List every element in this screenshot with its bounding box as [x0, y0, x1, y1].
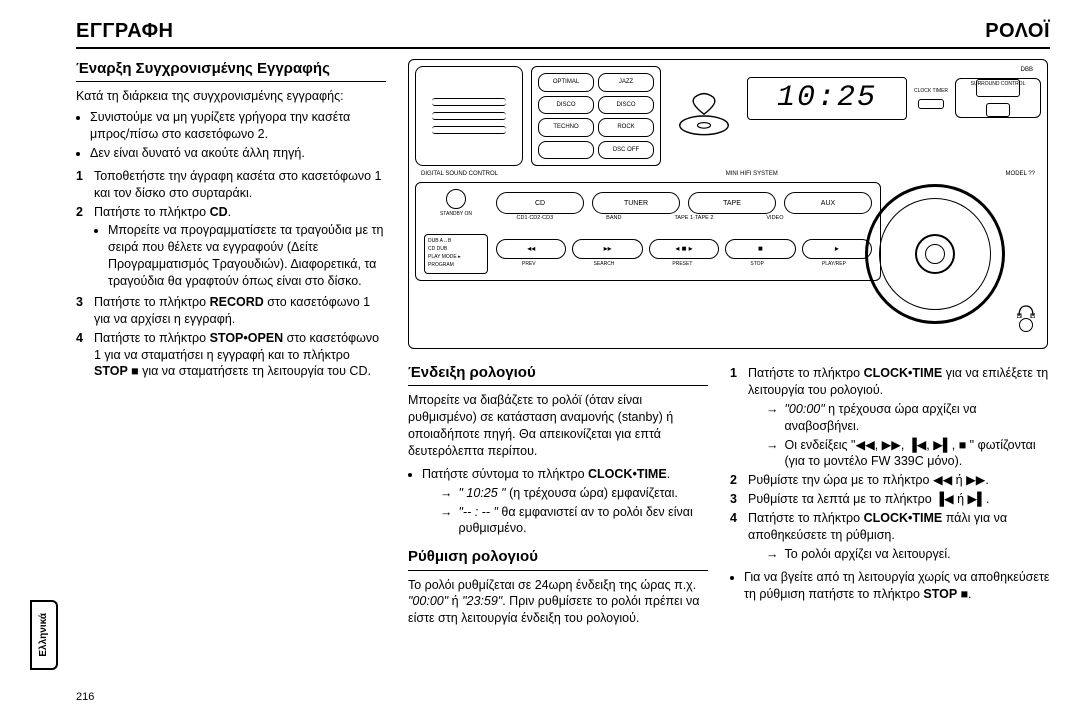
clock-timer-label: CLOCK TIMER: [911, 88, 951, 109]
c1-s2: 2 Πατήστε το πλήκτρο CD. Μπορείτε να προ…: [76, 204, 386, 292]
src-tape[interactable]: TAPE: [688, 192, 776, 214]
device-illustration: OPTIMAL JAZZ DISCO DISCO TECHNO ROCK DSC…: [408, 59, 1048, 349]
dub-box: DUB A↔B CD DUB PLAY MODE ▸ PROGRAM: [424, 234, 488, 274]
src-tuner[interactable]: TUNER: [592, 192, 680, 214]
c3-b1: Για να βγείτε από τη λειτουργία χωρίς να…: [744, 569, 1050, 603]
column-2: Ένδειξη ρολογιού Μπορείτε να διαβάζετε τ…: [408, 363, 708, 627]
c2-p2: Το ρολόι ρυθμίζεται σε 24ωρη ένδειξη της…: [408, 577, 708, 628]
header-right: ΡΟΛΟΪ: [985, 18, 1050, 45]
eq-btn[interactable]: DSC OFF: [598, 141, 654, 160]
column-1: Έναρξη Συγχρονισμένης Εγγραφής Κατά τη δ…: [76, 59, 386, 627]
standby-button[interactable]: STANDBY ON: [424, 189, 488, 218]
surround-panel: SURROUND CONTROL: [955, 78, 1041, 118]
dbb-label: DBB: [747, 66, 1041, 74]
c1-bullets: Συνιστούμε να μη γυρίζετε γρήγορα την κα…: [76, 109, 386, 162]
c3-steps: 1 Πατήστε το πλήκτρο CLOCK•TIME για να ε…: [730, 365, 1050, 563]
column-3: 1 Πατήστε το πλήκτρο CLOCK•TIME για να ε…: [730, 363, 1050, 627]
spectrum-panel: [415, 66, 523, 166]
play-btn[interactable]: ▸: [802, 239, 872, 259]
eq-btn[interactable]: DISCO: [598, 96, 654, 115]
eq-btn[interactable]: ROCK: [598, 118, 654, 137]
stop-btn[interactable]: ■: [725, 239, 795, 259]
transport-row: DUB A↔B CD DUB PLAY MODE ▸ PROGRAM ◂◂ ▸▸…: [424, 234, 872, 274]
eq-btn[interactable]: JAZZ: [598, 73, 654, 92]
c1-title: Έναρξη Συγχρονισμένης Εγγραφής: [76, 59, 386, 82]
src-cd[interactable]: CD: [496, 192, 584, 214]
eq-buttons: OPTIMAL JAZZ DISCO DISCO TECHNO ROCK DSC…: [531, 66, 661, 166]
transport-buttons: ◂◂ ▸▸ ◂ ■ ▸ ■ ▸ PREV SEARCH PRESET STOP …: [496, 239, 872, 268]
clock-btn[interactable]: [918, 99, 944, 109]
page-number: 216: [76, 690, 94, 705]
c2-t2: Ρύθμιση ρολογιού: [408, 547, 708, 570]
header-left: ΕΓΓΡΑΦΗ: [76, 18, 174, 45]
c3-s4: 4 Πατήστε το πλήκτρο CLOCK•TIME πάλι για…: [730, 510, 1050, 563]
main-columns: Έναρξη Συγχρονισμένης Εγγραφής Κατά τη δ…: [76, 59, 1050, 627]
c2-p1: Μπορείτε να διαβάζετε το ρολόϊ (όταν είν…: [408, 392, 708, 460]
device-top-row: OPTIMAL JAZZ DISCO DISCO TECHNO ROCK DSC…: [415, 66, 1041, 166]
c3-s3: 3Ρυθμίστε τα λεπτά με το πλήκτρο ▐◀ ή ▶▌…: [730, 491, 1050, 508]
headphone-jack: [1015, 304, 1037, 336]
right-area: OPTIMAL JAZZ DISCO DISCO TECHNO ROCK DSC…: [408, 59, 1050, 627]
prev-btn[interactable]: ◂◂: [496, 239, 566, 259]
src-aux[interactable]: AUX: [784, 192, 872, 214]
c1-b2: Δεν είναι δυνατό να ακούτε άλλη πηγή.: [90, 145, 386, 162]
c3-s1: 1 Πατήστε το πλήκτρο CLOCK•TIME για να ε…: [730, 365, 1050, 470]
c1-steps: 1 Τοποθετήστε την άγραφη κασέτα στο κασε…: [76, 168, 386, 381]
cd-tray-icon: [669, 66, 739, 166]
c3-s2: 2Ρυθμίστε την ώρα με το πλήκτρο ◀◀ ή ▶▶.: [730, 472, 1050, 489]
c1-s3: 3 Πατήστε το πλήκτρο RECORD στο κασετόφω…: [76, 294, 386, 328]
eq-btn[interactable]: [538, 141, 594, 160]
bottom-columns: Ένδειξη ρολογιού Μπορείτε να διαβάζετε τ…: [408, 363, 1050, 627]
eq-btn[interactable]: TECHNO: [538, 118, 594, 137]
c2-b1: Πατήστε σύντομα το πλήκτρο CLOCK•TIME. →…: [422, 466, 708, 538]
time-display: 10:25: [747, 77, 907, 120]
next-btn[interactable]: ▸▸: [572, 239, 642, 259]
source-row: STANDBY ON CD TUNER TAPE AUX CD1·CD2·CD3…: [424, 189, 872, 218]
c2-t1: Ένδειξη ρολογιού: [408, 363, 708, 386]
jog-wheel[interactable]: [865, 184, 1005, 324]
c1-b1: Συνιστούμε να μη γυρίζετε γρήγορα την κα…: [90, 109, 386, 143]
label-bar: DIGITAL SOUND CONTROL MINI HIFI SYSTEM M…: [415, 170, 1041, 180]
control-panel: STANDBY ON CD TUNER TAPE AUX CD1·CD2·CD3…: [415, 182, 881, 281]
page-header: ΕΓΓΡΑΦΗ ΡΟΛΟΪ: [76, 18, 1050, 49]
c1-s4: 4 Πατήστε το πλήκτρο STOP•OPEN στο κασετ…: [76, 330, 386, 381]
preset-btn[interactable]: ◂ ■ ▸: [649, 239, 719, 259]
c1-intro: Κατά τη διάρκεια της συγχρονισμένης εγγρ…: [76, 88, 386, 105]
surround-btn2[interactable]: [986, 103, 1010, 117]
language-tab: Ελληνικά: [30, 600, 58, 670]
eq-btn[interactable]: OPTIMAL: [538, 73, 594, 92]
c1-s1: 1 Τοποθετήστε την άγραφη κασέτα στο κασε…: [76, 168, 386, 202]
eq-btn[interactable]: DISCO: [538, 96, 594, 115]
